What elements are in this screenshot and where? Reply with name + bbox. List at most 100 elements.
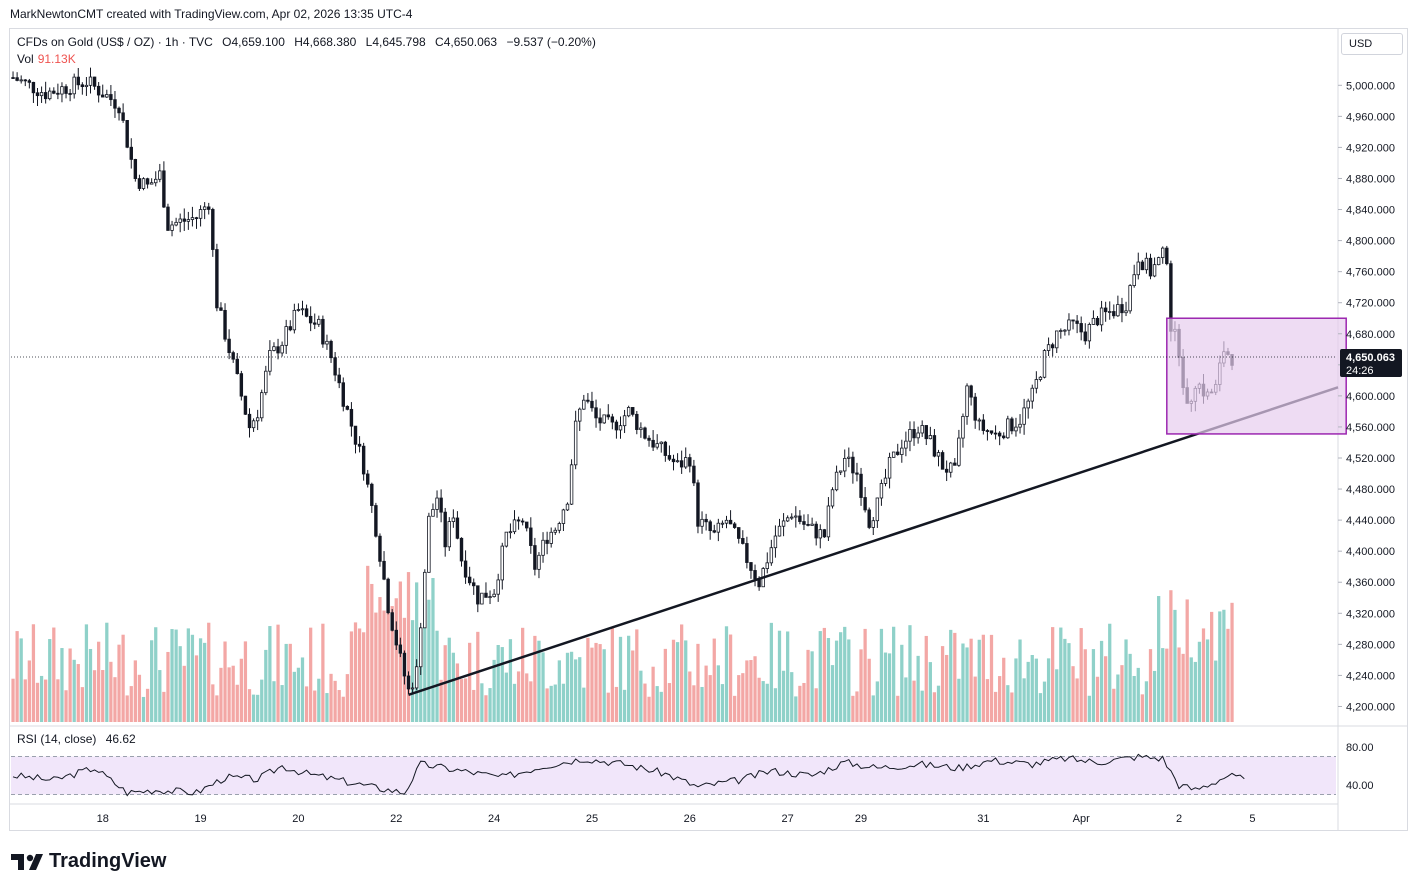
volume-bar [1222,609,1226,722]
candle-body [516,519,521,522]
candle-body [235,358,239,375]
volume-bar [688,671,692,722]
volume-bar [370,583,374,722]
volume-bar [516,671,521,722]
candle-body [822,529,827,538]
candle-body [1120,304,1124,314]
volume-bar [374,612,378,722]
candle-body [561,509,566,524]
candle-body [23,79,27,82]
candle-body [174,221,178,226]
candle-body [545,539,549,544]
candle-body [883,477,888,484]
candle-body [704,518,708,523]
candle-body [569,464,574,505]
volume-bar [565,652,570,722]
time-tick-label: 24 [488,813,500,825]
volume-bar [447,637,451,722]
volume-bar [35,682,40,722]
candle-body [133,158,138,179]
candle-body [586,399,590,402]
candle-body [696,482,700,527]
volume-bar [329,673,333,722]
candle-body [1022,407,1026,425]
candle-body [679,460,684,468]
volume-bar [1108,623,1112,722]
candle-body [997,432,1002,437]
candle-body [1165,247,1169,265]
candle-body [194,217,199,220]
candle-body [76,76,80,86]
volume-bar [1099,640,1104,722]
volume-bar [594,642,598,722]
candle-body [382,560,386,580]
volume-bar [198,638,203,722]
volume-bar [1014,658,1018,722]
volume-bar [826,638,831,722]
volume-bar [753,656,757,722]
candle-body [325,340,329,345]
candle-body [504,531,509,547]
volume-bar [1022,678,1026,722]
price-tick-label: 4,880.000 [1346,173,1395,185]
volume-bar [843,626,847,722]
candle-body [84,84,89,88]
candle-body [949,462,953,473]
candle-body [598,417,602,424]
volume-bar [68,648,72,722]
candle-body [288,326,292,331]
candle-body [1026,400,1030,409]
time-tick-label: 2 [1176,813,1182,825]
volume-bar [1104,656,1108,722]
candle-body [394,629,398,646]
candle-body [651,439,655,448]
volume-bar [1201,628,1206,722]
candle-body [977,419,981,422]
candle-body [406,675,411,690]
candle-body [419,627,423,668]
candle-body [834,471,839,491]
volume-bar [27,660,31,722]
volume-bar [455,663,460,722]
volume-bar [84,624,89,722]
volume-bar [541,652,545,722]
volume-bar [945,654,949,722]
candle-body [961,415,965,439]
volume-bar [1075,678,1079,722]
candle-body [223,309,227,340]
tradingview-logo[interactable]: TradingView [11,850,166,873]
candle-body [207,206,211,210]
volume-bar [965,647,969,722]
candle-body [879,483,884,499]
candle-body [1034,379,1039,389]
volume-bar [1197,641,1202,722]
high-value: H4,668.380 [294,35,357,49]
volume-bar [1148,649,1153,722]
volume-bar [936,685,941,722]
volume-bar [708,675,712,722]
volume-bar [11,678,15,722]
volume-bar [476,631,480,722]
currency-button[interactable]: USD [1341,33,1403,55]
price-tick-label: 4,280.000 [1346,639,1395,651]
candle-body [965,385,969,417]
volume-bar [932,692,937,722]
candle-body [378,535,382,562]
volume-bar [622,689,627,722]
volume-bar [227,667,231,722]
candle-body [626,407,631,417]
rsi-tick-label: 40.00 [1346,780,1374,792]
candle-body [814,523,818,539]
volume-bar [973,676,977,722]
price-tick-label: 4,520.000 [1346,453,1395,465]
candle-body [459,537,464,562]
volume-bar [88,648,93,722]
candle-body [198,209,203,219]
candle-body [374,505,378,537]
volume-bar [390,606,394,722]
time-tick-label: 20 [292,813,304,825]
candle-body [700,518,704,527]
candle-body [675,460,680,463]
volume-bar [337,690,341,722]
